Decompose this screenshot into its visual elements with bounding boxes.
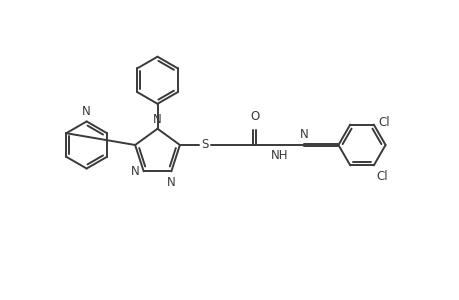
Text: N: N [82,105,91,118]
Text: S: S [201,139,208,152]
Text: Cl: Cl [377,116,389,129]
Text: Cl: Cl [375,170,387,183]
Text: N: N [299,128,308,141]
Text: N: N [130,165,139,178]
Text: N: N [153,112,162,125]
Text: N: N [167,176,175,189]
Text: NH: NH [270,148,288,162]
Text: O: O [250,110,259,123]
